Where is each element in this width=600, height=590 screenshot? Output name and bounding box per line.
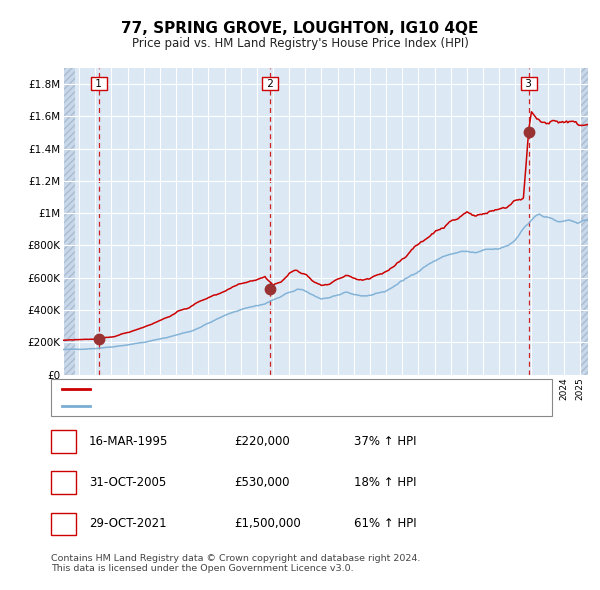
Text: 1: 1 [60,435,67,448]
Text: 18% ↑ HPI: 18% ↑ HPI [354,476,416,489]
Text: 37% ↑ HPI: 37% ↑ HPI [354,435,416,448]
Text: 2: 2 [264,78,277,88]
Text: 3: 3 [522,78,535,88]
Text: Contains HM Land Registry data © Crown copyright and database right 2024.: Contains HM Land Registry data © Crown c… [51,554,421,563]
Text: 29-OCT-2021: 29-OCT-2021 [89,517,166,530]
Text: £220,000: £220,000 [234,435,290,448]
Text: 77, SPRING GROVE, LOUGHTON, IG10 4QE: 77, SPRING GROVE, LOUGHTON, IG10 4QE [121,21,479,35]
Text: 3: 3 [60,517,67,530]
Bar [580,68,588,375]
Text: Price paid vs. HM Land Registry's House Price Index (HPI): Price paid vs. HM Land Registry's House … [131,37,469,50]
Text: 61% ↑ HPI: 61% ↑ HPI [354,517,416,530]
Text: 2: 2 [60,476,67,489]
Text: 1: 1 [92,78,105,88]
Text: 77, SPRING GROVE, LOUGHTON, IG10 4QE (detached house): 77, SPRING GROVE, LOUGHTON, IG10 4QE (de… [94,384,425,394]
Bar [63,68,75,375]
Text: 31-OCT-2005: 31-OCT-2005 [89,476,166,489]
Text: This data is licensed under the Open Government Licence v3.0.: This data is licensed under the Open Gov… [51,565,353,573]
Text: HPI: Average price, detached house, Epping Forest: HPI: Average price, detached house, Eppi… [94,401,371,411]
Text: 16-MAR-1995: 16-MAR-1995 [89,435,168,448]
Text: £530,000: £530,000 [234,476,290,489]
Text: £1,500,000: £1,500,000 [234,517,301,530]
